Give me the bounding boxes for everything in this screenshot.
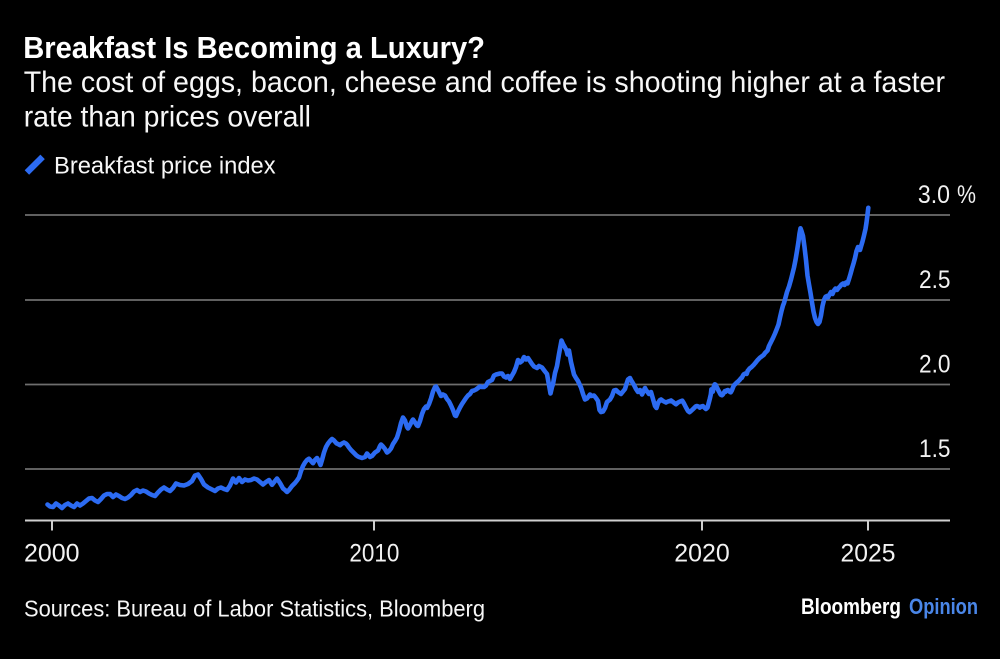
svg-text:The cost of eggs, bacon, chees: The cost of eggs, bacon, cheese and coff…	[24, 66, 945, 99]
svg-text:2020: 2020	[674, 541, 729, 568]
svg-text:Bloomberg: Bloomberg	[801, 594, 901, 619]
svg-text:3.0: 3.0	[918, 182, 950, 209]
svg-text:Breakfast Is Becoming a Luxury: Breakfast Is Becoming a Luxury?	[23, 31, 485, 65]
svg-text:Opinion: Opinion	[909, 594, 978, 619]
svg-text:Breakfast price index: Breakfast price index	[54, 152, 276, 179]
svg-text:2025: 2025	[841, 541, 896, 568]
svg-text:2010: 2010	[349, 541, 399, 568]
svg-text:2.5: 2.5	[919, 267, 951, 294]
svg-text:1.5: 1.5	[919, 436, 951, 463]
svg-text:2.0: 2.0	[919, 352, 951, 379]
svg-text:rate than prices overall: rate than prices overall	[24, 101, 311, 134]
svg-text:Sources: Bureau of Labor Stati: Sources: Bureau of Labor Statistics, Blo…	[24, 595, 485, 621]
svg-text:2000: 2000	[24, 541, 80, 568]
svg-text:%: %	[957, 182, 976, 209]
